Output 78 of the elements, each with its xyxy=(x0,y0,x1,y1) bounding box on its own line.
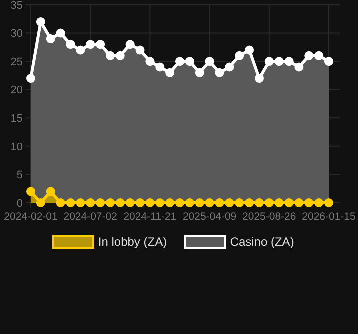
y-tick-label: 0 xyxy=(16,198,23,210)
x-tick-label: 2025-04-09 xyxy=(182,211,237,223)
x-tick-label: 2025-08-26 xyxy=(242,211,296,223)
legend-label: In lobby (ZA) xyxy=(98,235,168,250)
point xyxy=(126,198,135,208)
point xyxy=(254,74,264,84)
point xyxy=(245,46,254,55)
point xyxy=(324,198,334,208)
y-tick-label: 15 xyxy=(10,112,23,125)
y-tick-label: 25 xyxy=(10,56,23,68)
point xyxy=(314,198,324,208)
point xyxy=(274,57,284,66)
point xyxy=(274,198,284,208)
point xyxy=(86,198,96,208)
legend-label: Casino (ZA) xyxy=(230,235,294,250)
point xyxy=(294,198,304,208)
point xyxy=(264,57,274,66)
x-tick-label: 2024-02-01 xyxy=(4,211,58,223)
point xyxy=(96,198,106,208)
point xyxy=(304,198,314,208)
y-tick-label: 5 xyxy=(16,170,23,182)
point xyxy=(215,68,224,78)
point xyxy=(284,57,294,66)
point xyxy=(146,57,155,66)
point xyxy=(235,198,244,208)
point xyxy=(176,198,184,208)
point xyxy=(166,68,175,78)
point xyxy=(314,51,324,60)
point xyxy=(185,198,194,208)
point xyxy=(26,74,36,84)
point xyxy=(176,57,184,66)
point xyxy=(76,198,86,208)
point xyxy=(136,46,145,55)
point xyxy=(126,40,135,50)
point xyxy=(96,40,106,50)
point xyxy=(235,51,244,60)
point xyxy=(225,198,234,208)
point xyxy=(136,198,145,208)
point xyxy=(254,198,264,208)
point xyxy=(26,187,36,196)
y-tick-label: 30 xyxy=(10,28,23,40)
point xyxy=(56,198,66,208)
point xyxy=(106,51,115,60)
y-tick-label: 20 xyxy=(10,84,23,97)
point xyxy=(56,28,66,38)
point xyxy=(215,198,224,208)
x-tick-label: 2024-11-21 xyxy=(124,211,177,223)
point xyxy=(66,40,76,50)
point xyxy=(36,198,46,208)
point xyxy=(116,51,125,60)
point xyxy=(166,198,175,208)
x-tick-label: 2024-07-02 xyxy=(64,211,118,223)
point xyxy=(46,187,56,196)
point xyxy=(86,40,96,50)
x-tick-label: 2026-01-15 xyxy=(302,211,356,223)
y-tick-label: 10 xyxy=(10,141,23,154)
point xyxy=(46,34,56,44)
point xyxy=(205,57,214,66)
point xyxy=(294,62,304,72)
point xyxy=(66,198,76,208)
point xyxy=(284,198,294,208)
point xyxy=(116,198,125,208)
point xyxy=(324,57,334,66)
point xyxy=(106,198,115,208)
point xyxy=(185,57,194,66)
point xyxy=(195,198,204,208)
point xyxy=(264,198,274,208)
point xyxy=(156,198,165,208)
point xyxy=(36,17,46,26)
point xyxy=(225,62,234,72)
point xyxy=(195,68,204,78)
y-tick-label: 35 xyxy=(10,0,23,12)
point xyxy=(146,198,155,208)
point xyxy=(205,198,214,208)
point xyxy=(245,198,254,208)
point xyxy=(156,62,165,72)
point xyxy=(76,46,86,55)
point xyxy=(304,51,314,60)
